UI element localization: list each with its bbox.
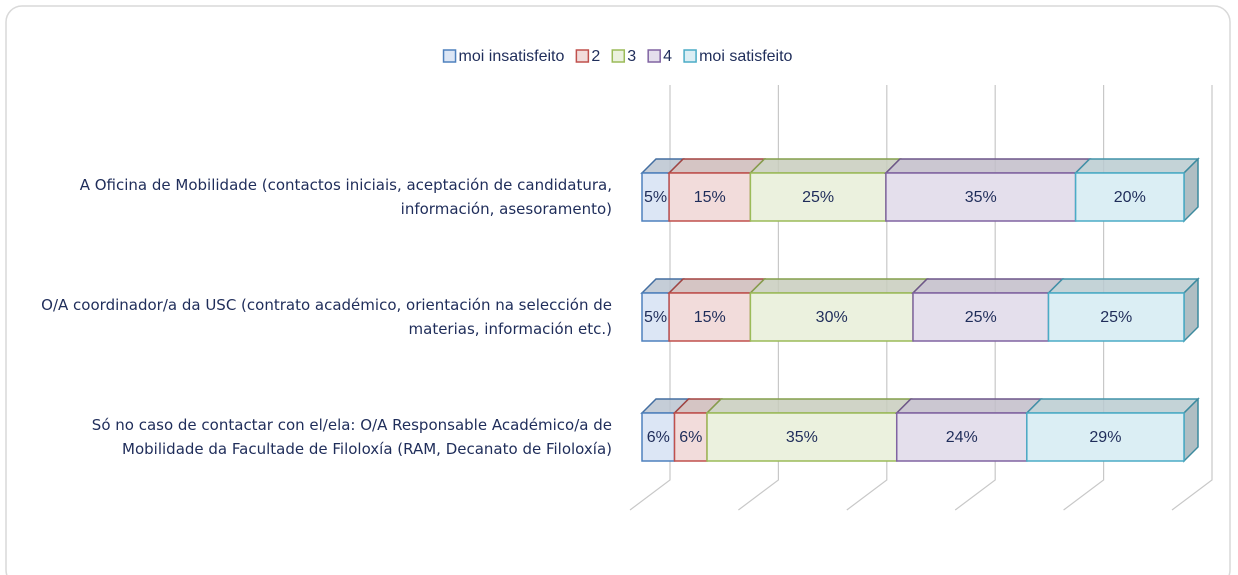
data-label: 6% — [647, 429, 670, 446]
data-label: 5% — [644, 309, 667, 326]
legend-swatch — [611, 49, 626, 63]
bar — [1047, 292, 1185, 342]
legend-swatch — [647, 49, 661, 63]
bar — [641, 172, 670, 222]
bar — [1026, 412, 1185, 462]
legend-swatch — [442, 49, 457, 63]
bar — [668, 172, 752, 222]
bar-top — [748, 278, 929, 294]
bar — [749, 292, 914, 342]
data-label: 30% — [816, 309, 848, 326]
bar — [1074, 172, 1185, 222]
bar — [885, 172, 1077, 222]
bar — [641, 412, 676, 462]
category-label: A Oficina de Mobilidade (contactos inici… — [79, 176, 612, 218]
data-label: 35% — [965, 189, 997, 206]
bar-top — [667, 158, 767, 174]
bar-top — [667, 278, 767, 294]
bar-top — [1046, 278, 1200, 294]
data-label: 15% — [694, 309, 726, 326]
legend-label: moi insatisfeito — [459, 48, 565, 65]
data-label: 35% — [786, 429, 818, 446]
bar-top — [748, 158, 902, 174]
bar — [706, 412, 898, 462]
bar-top — [1025, 398, 1200, 414]
data-label: 25% — [1100, 309, 1132, 326]
bar — [895, 412, 1028, 462]
data-label: 24% — [946, 429, 978, 446]
bar-top — [894, 398, 1043, 414]
data-label: 25% — [802, 189, 834, 206]
category-label-box: Só no caso de contactar con el/ela: O/A … — [91, 416, 612, 458]
data-label: 15% — [694, 189, 726, 206]
bar-top — [911, 278, 1065, 294]
data-label: 29% — [1089, 429, 1121, 446]
bar — [912, 292, 1050, 342]
legend-label: 4 — [663, 48, 672, 65]
data-label: 5% — [644, 189, 667, 206]
category-label: O/A coordinador/a da USC (contrato acadé… — [41, 296, 612, 338]
legend-label: moi satisfeito — [699, 48, 792, 65]
legend: moi insatisfeito 2 3 4 moi satisfeito — [442, 48, 793, 65]
bar-top — [884, 158, 1092, 174]
grid-line — [1171, 85, 1213, 511]
category-label: Só no caso de contactar con el/ela: O/A … — [91, 416, 612, 458]
bar-top — [705, 398, 913, 414]
category-label-box: A Oficina de Mobilidade (contactos inici… — [79, 176, 612, 218]
legend-label: 3 — [627, 48, 636, 65]
bar-top — [1073, 158, 1200, 174]
legend-swatch — [575, 49, 590, 63]
data-label: 20% — [1114, 189, 1146, 206]
bar — [641, 292, 670, 342]
data-label: 6% — [679, 429, 702, 446]
legend-swatch — [683, 49, 697, 63]
data-label: 25% — [965, 309, 997, 326]
legend-label: 2 — [591, 48, 600, 65]
category-label-box: O/A coordinador/a da USC (contrato acadé… — [41, 296, 612, 338]
